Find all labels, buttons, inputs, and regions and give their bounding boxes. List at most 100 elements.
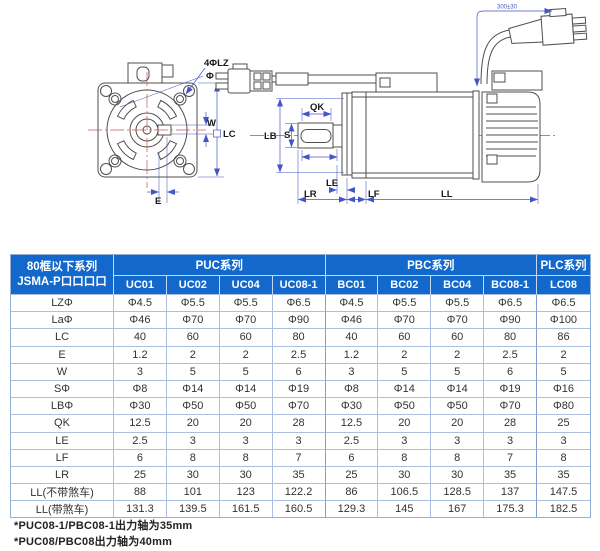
corner-header-line1: 80框以下系列: [26, 261, 98, 274]
spec-cell: 5: [219, 363, 273, 381]
row-label: LC: [11, 329, 114, 347]
spec-cell: Φ90: [484, 312, 537, 330]
front-bolt-holes: [100, 85, 195, 175]
row-label: LZΦ: [11, 295, 114, 313]
spec-cell: Φ14: [166, 380, 220, 399]
spec-cell: 20: [378, 415, 432, 433]
spec-cell: 2.5: [484, 346, 537, 364]
column-header-uc02: UC02: [166, 276, 220, 295]
dim-label-s: S: [284, 130, 290, 141]
spec-cell: 2.5: [114, 432, 167, 450]
spec-cell: 8: [219, 449, 273, 467]
spec-cell: 101: [166, 484, 220, 502]
spec-cell: Φ30: [325, 398, 379, 416]
table-row: LE 2.5 3 3 3 2.5 3 3 3 3: [11, 432, 590, 450]
spec-cell: 161.5: [219, 501, 273, 518]
spec-cell: 30: [431, 466, 485, 485]
spec-cell: 3: [272, 432, 326, 450]
spec-cell: Φ19: [484, 380, 537, 399]
group-header-plc: PLC系列: [537, 255, 590, 276]
spec-table: 80框以下系列 JSMA-P口口口口 PUC系列 PBC系列 PLC系列 UC0…: [10, 254, 591, 519]
row-label: LE: [11, 432, 114, 450]
spec-cell: 60: [431, 329, 485, 347]
cable-length-dim-line: [474, 8, 553, 87]
corner-header: 80框以下系列 JSMA-P口口口口: [11, 255, 114, 295]
footnote: *PUC08/PBC08出力轴为40mm: [14, 536, 173, 548]
spec-cell: Φ4.5: [325, 295, 379, 313]
spec-cell: Φ5.5: [378, 295, 432, 313]
corner-header-line2: JSMA-P口口口口: [17, 275, 107, 288]
side-keyway: [300, 129, 332, 143]
spec-cell: 1.2: [325, 346, 379, 364]
motor-dimension-svg: 4ΦLZ Φ La W LC E: [88, 5, 588, 207]
spec-cell: 128.5: [431, 484, 485, 502]
dim-label-e: E: [155, 196, 161, 207]
spec-cell: 6: [272, 363, 326, 381]
spec-cell: Φ70: [484, 398, 537, 416]
spec-cell: 35: [272, 466, 326, 485]
spec-cell: 30: [219, 466, 273, 485]
spec-cell: 3: [114, 363, 167, 381]
square-symbol: [213, 129, 221, 138]
spec-cell: Φ50: [166, 398, 220, 416]
side-rear-housing: [481, 91, 541, 183]
spec-cell: Φ16: [537, 380, 590, 399]
column-header-lc08: LC08: [537, 276, 590, 295]
spec-cell: Φ70: [219, 312, 273, 330]
spec-cell: 60: [166, 329, 220, 347]
spec-cell: 25: [114, 466, 167, 485]
table-row: LR 25 30 30 35 25 30 30 35 35: [11, 466, 590, 485]
side-motor-body: [351, 91, 474, 179]
row-label: LF: [11, 449, 114, 467]
spec-cell: 106.5: [378, 484, 432, 502]
spec-cell: 2: [219, 346, 273, 364]
motor-side-view-drawing: 300±30: [215, 5, 588, 204]
spec-cell: 5: [378, 363, 432, 381]
spec-cell: 7: [484, 449, 537, 467]
spec-cell: 122.2: [272, 484, 326, 502]
dimension-drawing: 4ΦLZ Φ La W LC E: [0, 0, 600, 248]
spec-cell: 131.3: [114, 501, 167, 518]
spec-cell: 182.5: [537, 501, 590, 518]
encoder-connector: [215, 63, 273, 94]
spec-cell: 2: [166, 346, 220, 364]
spec-cell: 6: [484, 363, 537, 381]
table-row: E 1.2 2 2 2.5 1.2 2 2 2.5 2: [11, 346, 590, 364]
column-header-bc02: BC02: [378, 276, 432, 295]
spec-cell: 8: [431, 449, 485, 467]
table-row: LBΦ Φ30 Φ50 Φ50 Φ70 Φ30 Φ50 Φ50 Φ70 Φ80: [11, 398, 590, 416]
spec-cell: 5: [166, 363, 220, 381]
table-row: LL(不带煞车) 88 101 123 122.2 86 106.5 128.5 137 147.…: [11, 484, 590, 502]
group-header-puc: PUC系列: [114, 255, 326, 276]
spec-cell: 147.5: [537, 484, 590, 502]
row-label: QK: [11, 415, 114, 433]
group-header-pbc: PBC系列: [325, 255, 537, 276]
spec-cell: 3: [325, 363, 379, 381]
spec-cell: 88: [114, 484, 167, 502]
spec-cell: Φ6.5: [537, 295, 590, 313]
row-label: LL(不带煞车): [11, 484, 114, 502]
spec-cell: 80: [272, 329, 326, 347]
spec-cell: Φ70: [272, 398, 326, 416]
spec-cell: 12.5: [114, 415, 167, 433]
spec-cell: Φ50: [378, 398, 432, 416]
table-row: LaΦ Φ46 Φ70 Φ70 Φ90 Φ46 Φ70 Φ70 Φ90 Φ100: [11, 312, 590, 330]
column-header-uc01: UC01: [114, 276, 167, 295]
spec-cell: 6: [114, 449, 167, 467]
spec-table-body: LZΦ Φ4.5 Φ5.5 Φ5.5 Φ6.5 Φ4.5 Φ5.5 Φ5.5 Φ6.5 Φ6.5 L…: [11, 295, 590, 518]
spec-cell: 35: [484, 466, 537, 485]
row-label: LL(带煞车): [11, 501, 114, 518]
spec-cell: 28: [484, 415, 537, 433]
spec-cell: Φ50: [431, 398, 485, 416]
spec-cell: Φ19: [272, 380, 326, 399]
spec-cell: 3: [219, 432, 273, 450]
spec-cell: 20: [166, 415, 220, 433]
front-dimensions: [147, 67, 224, 203]
motor-front-view-drawing: 4ΦLZ Φ La W LC E: [88, 58, 236, 207]
spec-cell: 160.5: [272, 501, 326, 518]
side-dimensions: [276, 98, 539, 204]
spec-cell: 2: [431, 346, 485, 364]
spec-cell: 5: [537, 363, 590, 381]
spec-cell: Φ90: [272, 312, 326, 330]
spec-cell: Φ6.5: [484, 295, 537, 313]
